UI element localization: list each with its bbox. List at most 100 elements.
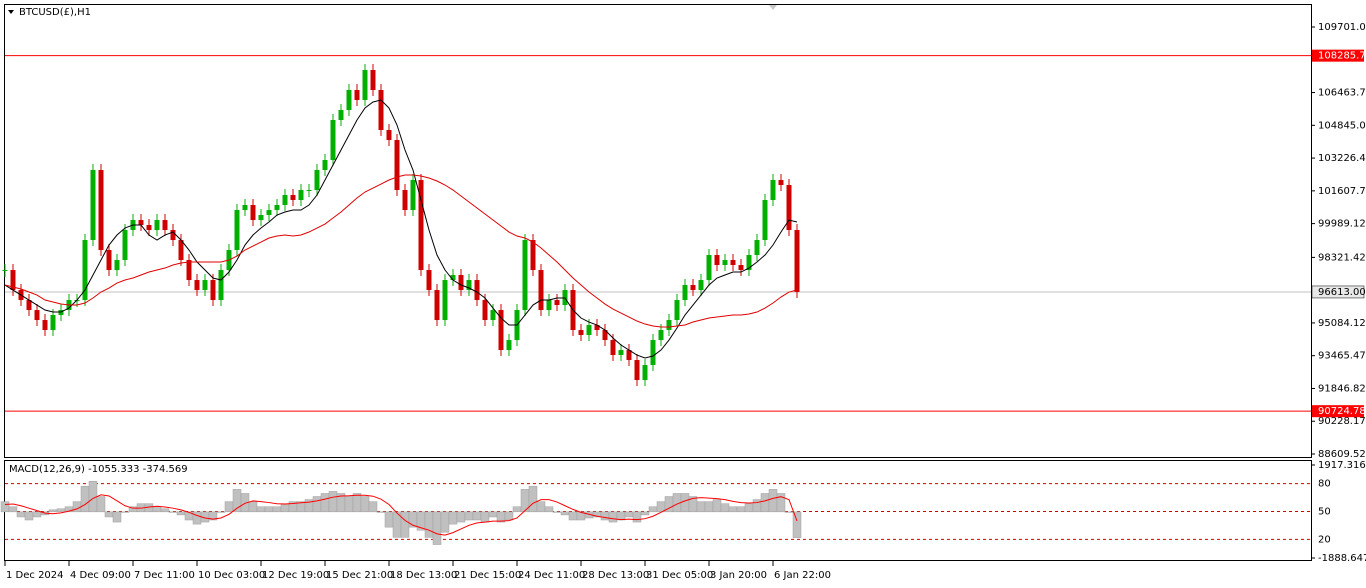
macd-bar xyxy=(96,496,106,513)
y-tick-label: 104845.07 xyxy=(1318,120,1366,131)
y-tick-label: 91846.82 xyxy=(1318,383,1366,394)
candle xyxy=(666,320,672,331)
candle xyxy=(642,365,648,381)
candle xyxy=(210,280,216,301)
x-tick-label: 4 Dec 09:00 xyxy=(70,570,131,581)
candle xyxy=(338,110,344,121)
candle xyxy=(138,220,144,226)
candle xyxy=(754,240,760,256)
y-tick-label: 90228.17 xyxy=(1318,416,1366,427)
candle xyxy=(410,180,416,211)
macd-bar xyxy=(568,511,578,521)
macd-bar xyxy=(104,511,114,518)
macd-bar xyxy=(424,511,434,538)
x-tick-label: 18 Dec 13:00 xyxy=(390,570,457,581)
candle xyxy=(714,255,720,266)
macd-bar xyxy=(488,511,498,518)
candle xyxy=(618,350,624,356)
candle xyxy=(418,180,424,271)
level-label-box xyxy=(1312,405,1364,418)
level-label: 108285.79 xyxy=(1318,51,1366,62)
y-tick-label: 109701.02 xyxy=(1318,22,1366,33)
macd-bar xyxy=(600,511,610,521)
candle xyxy=(530,240,536,271)
macd-bar xyxy=(728,506,738,513)
macd-bar xyxy=(640,511,650,516)
macd-bar xyxy=(472,511,482,521)
x-tick-label: 21 Dec 15:00 xyxy=(454,570,521,581)
candle xyxy=(394,140,400,191)
macd-bar xyxy=(152,506,162,513)
macd-bar xyxy=(792,511,802,538)
shift-marker[interactable] xyxy=(769,5,777,10)
price-panel xyxy=(4,4,1312,458)
y-tick-label: 101607.77 xyxy=(1318,186,1366,197)
x-tick-label: 12 Dec 19:00 xyxy=(262,570,329,581)
candle xyxy=(82,240,88,301)
level-label-box xyxy=(1312,49,1364,62)
x-tick-label: 15 Dec 21:00 xyxy=(326,570,393,581)
signal-line xyxy=(4,494,798,536)
macd-bar xyxy=(72,501,82,513)
macd-bar xyxy=(48,509,58,513)
macd-bar xyxy=(88,480,98,513)
macd-bar xyxy=(760,493,770,513)
candle xyxy=(386,130,392,141)
candle xyxy=(234,210,240,251)
macd-bar xyxy=(464,511,474,521)
macd-bar xyxy=(712,499,722,513)
macd-bar xyxy=(400,511,410,538)
candle xyxy=(698,280,704,291)
candle xyxy=(402,190,408,211)
macd-bar xyxy=(784,511,794,513)
candle xyxy=(218,270,224,301)
macd-bar xyxy=(552,511,562,513)
candle xyxy=(658,330,664,341)
macd-bar xyxy=(544,506,554,513)
macd-bar xyxy=(768,489,778,513)
macd-bar xyxy=(608,511,618,523)
macd-bar xyxy=(776,493,786,513)
macd-bar xyxy=(272,506,282,513)
moving-average xyxy=(4,174,798,328)
candle xyxy=(706,255,712,281)
candle xyxy=(738,265,744,271)
macd-bar xyxy=(312,496,322,513)
macd-bar xyxy=(456,511,466,523)
candle xyxy=(266,210,272,216)
macd-bar xyxy=(160,508,170,513)
macd-bar xyxy=(208,511,218,521)
macd-title: MACD(12,26,9) -1055.333 -374.569 xyxy=(9,464,188,475)
y-tick-label: 1917.316 xyxy=(1318,460,1366,471)
candle xyxy=(674,300,680,321)
macd-bar xyxy=(536,501,546,513)
macd-bar xyxy=(264,506,274,513)
symbol-menu[interactable] xyxy=(8,10,14,14)
macd-bar xyxy=(216,511,226,513)
candle xyxy=(466,280,472,291)
current-price-label: 96613.00 xyxy=(1318,287,1366,298)
candle xyxy=(370,70,376,91)
candle xyxy=(90,170,96,241)
candle xyxy=(202,280,208,291)
candle xyxy=(26,300,32,311)
chart-title: BTCUSD(£),H1 xyxy=(19,7,91,18)
macd-bar xyxy=(696,501,706,513)
candle xyxy=(314,170,320,191)
macd-bar xyxy=(16,511,26,518)
candle xyxy=(474,280,480,301)
candle xyxy=(34,310,40,321)
macd-bar xyxy=(384,511,394,528)
candle xyxy=(458,275,464,291)
candle xyxy=(626,350,632,361)
macd-bar xyxy=(224,501,234,513)
level-label: 80 xyxy=(1318,479,1331,490)
y-tick-label: 106463.72 xyxy=(1318,88,1366,99)
x-tick-label: 1 Dec 2024 xyxy=(6,570,64,581)
macd-bar xyxy=(632,511,642,523)
macd-bar xyxy=(648,506,658,513)
candle xyxy=(250,205,256,221)
candle xyxy=(170,230,176,241)
x-tick-label: 24 Dec 11:00 xyxy=(518,570,585,581)
candle xyxy=(426,270,432,291)
